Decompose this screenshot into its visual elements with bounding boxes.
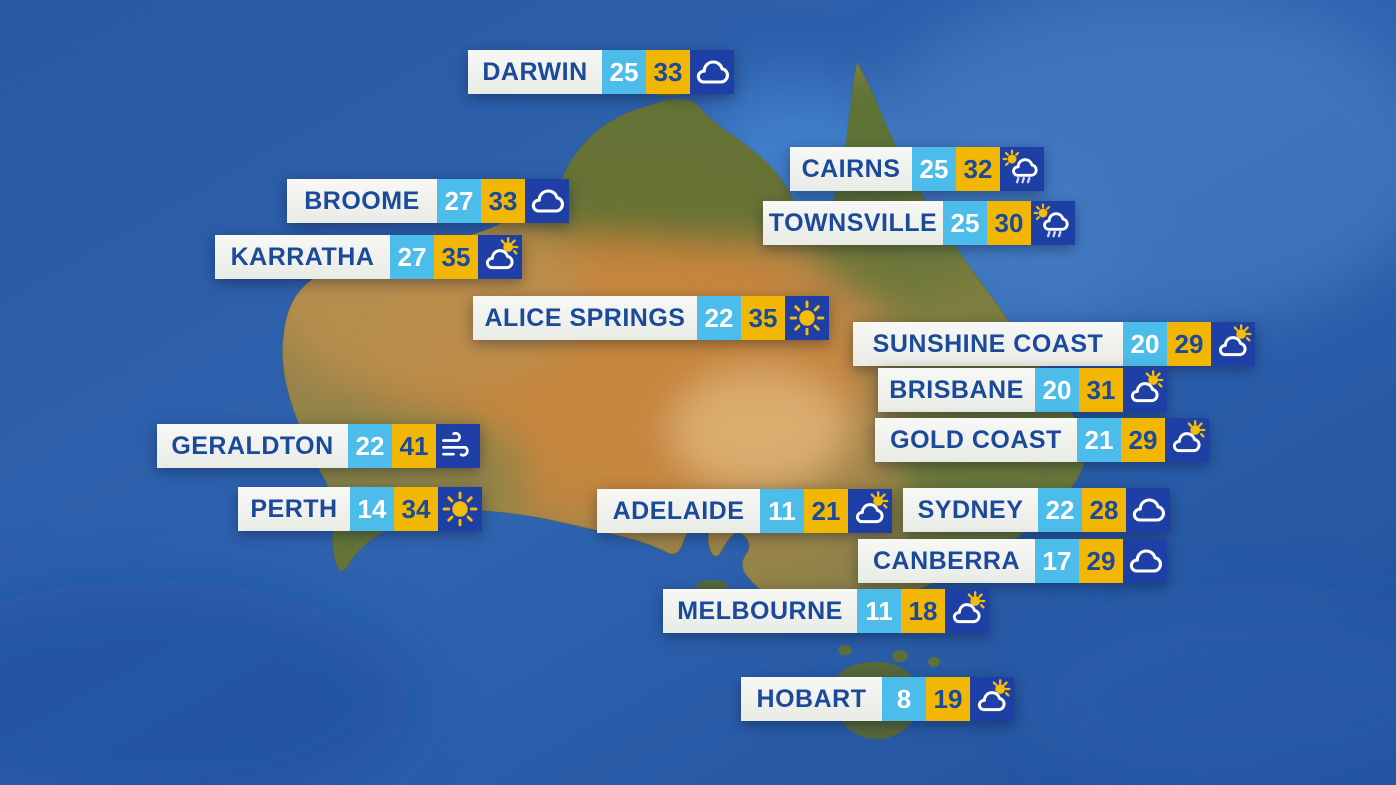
weather-label-geraldton: GERALDTON 22 41	[157, 424, 480, 468]
max-temp: 29	[1167, 322, 1211, 366]
min-temp: 8	[882, 677, 926, 721]
city-name: SUNSHINE COAST	[853, 322, 1123, 366]
city-name: PERTH	[238, 487, 350, 531]
city-name: ADELAIDE	[597, 489, 760, 533]
max-temp: 21	[804, 489, 848, 533]
city-name: SYDNEY	[903, 488, 1038, 532]
max-temp: 19	[926, 677, 970, 721]
partly-cloudy-icon	[1165, 418, 1209, 462]
min-temp: 25	[943, 201, 987, 245]
max-temp: 28	[1082, 488, 1126, 532]
weather-label-darwin: DARWIN 25 33	[468, 50, 734, 94]
cloudy-icon	[690, 50, 734, 94]
min-temp: 25	[912, 147, 956, 191]
min-temp: 20	[1035, 368, 1079, 412]
weather-label-broome: BROOME 27 33	[287, 179, 569, 223]
min-temp: 22	[697, 296, 741, 340]
min-temp: 11	[857, 589, 901, 633]
min-temp: 27	[390, 235, 434, 279]
partly-cloudy-icon	[1123, 368, 1167, 412]
max-temp: 29	[1079, 539, 1123, 583]
weather-label-sunshine-coast: SUNSHINE COAST 20 29	[853, 322, 1255, 366]
sun-shower-icon	[1031, 201, 1075, 245]
partly-cloudy-icon	[1211, 322, 1255, 366]
weather-label-melbourne: MELBOURNE 11 18	[663, 589, 989, 633]
weather-label-perth: PERTH 14 34	[238, 487, 482, 531]
max-temp: 33	[646, 50, 690, 94]
weather-label-hobart: HOBART 8 19	[741, 677, 1014, 721]
sunny-icon	[785, 296, 829, 340]
city-name: HOBART	[741, 677, 882, 721]
city-name: GOLD COAST	[875, 418, 1077, 462]
min-temp: 21	[1077, 418, 1121, 462]
city-name: GERALDTON	[157, 424, 348, 468]
cloudy-icon	[1126, 488, 1170, 532]
partly-cloudy-icon	[478, 235, 522, 279]
weather-label-gold-coast: GOLD COAST 21 29	[875, 418, 1209, 462]
weather-label-adelaide: ADELAIDE 11 21	[597, 489, 892, 533]
max-temp: 34	[394, 487, 438, 531]
sun-shower-icon	[1000, 147, 1044, 191]
city-name: BRISBANE	[878, 368, 1035, 412]
cloudy-icon	[525, 179, 569, 223]
min-temp: 20	[1123, 322, 1167, 366]
city-name: ALICE SPRINGS	[473, 296, 697, 340]
max-temp: 18	[901, 589, 945, 633]
city-name: TOWNSVILLE	[763, 201, 943, 245]
max-temp: 31	[1079, 368, 1123, 412]
city-name: CANBERRA	[858, 539, 1035, 583]
max-temp: 33	[481, 179, 525, 223]
city-name: KARRATHA	[215, 235, 390, 279]
city-name: DARWIN	[468, 50, 602, 94]
weather-label-cairns: CAIRNS 25 32	[790, 147, 1044, 191]
partly-cloudy-icon	[848, 489, 892, 533]
min-temp: 22	[1038, 488, 1082, 532]
min-temp: 17	[1035, 539, 1079, 583]
weather-label-sydney: SYDNEY 22 28	[903, 488, 1170, 532]
weather-label-karratha: KARRATHA 27 35	[215, 235, 522, 279]
max-temp: 32	[956, 147, 1000, 191]
city-name: CAIRNS	[790, 147, 912, 191]
max-temp: 30	[987, 201, 1031, 245]
min-temp: 27	[437, 179, 481, 223]
weather-label-brisbane: BRISBANE 20 31	[878, 368, 1167, 412]
sunny-icon	[438, 487, 482, 531]
partly-cloudy-icon	[945, 589, 989, 633]
weather-label-townsville: TOWNSVILLE 25 30	[763, 201, 1075, 245]
max-temp: 35	[434, 235, 478, 279]
max-temp: 41	[392, 424, 436, 468]
min-temp: 11	[760, 489, 804, 533]
city-name: MELBOURNE	[663, 589, 857, 633]
max-temp: 35	[741, 296, 785, 340]
windy-icon	[436, 424, 480, 468]
min-temp: 25	[602, 50, 646, 94]
partly-cloudy-icon	[970, 677, 1014, 721]
weather-label-canberra: CANBERRA 17 29	[858, 539, 1167, 583]
max-temp: 29	[1121, 418, 1165, 462]
cloudy-icon	[1123, 539, 1167, 583]
min-temp: 22	[348, 424, 392, 468]
min-temp: 14	[350, 487, 394, 531]
city-name: BROOME	[287, 179, 437, 223]
weather-label-alice-springs: ALICE SPRINGS 22 35	[473, 296, 829, 340]
